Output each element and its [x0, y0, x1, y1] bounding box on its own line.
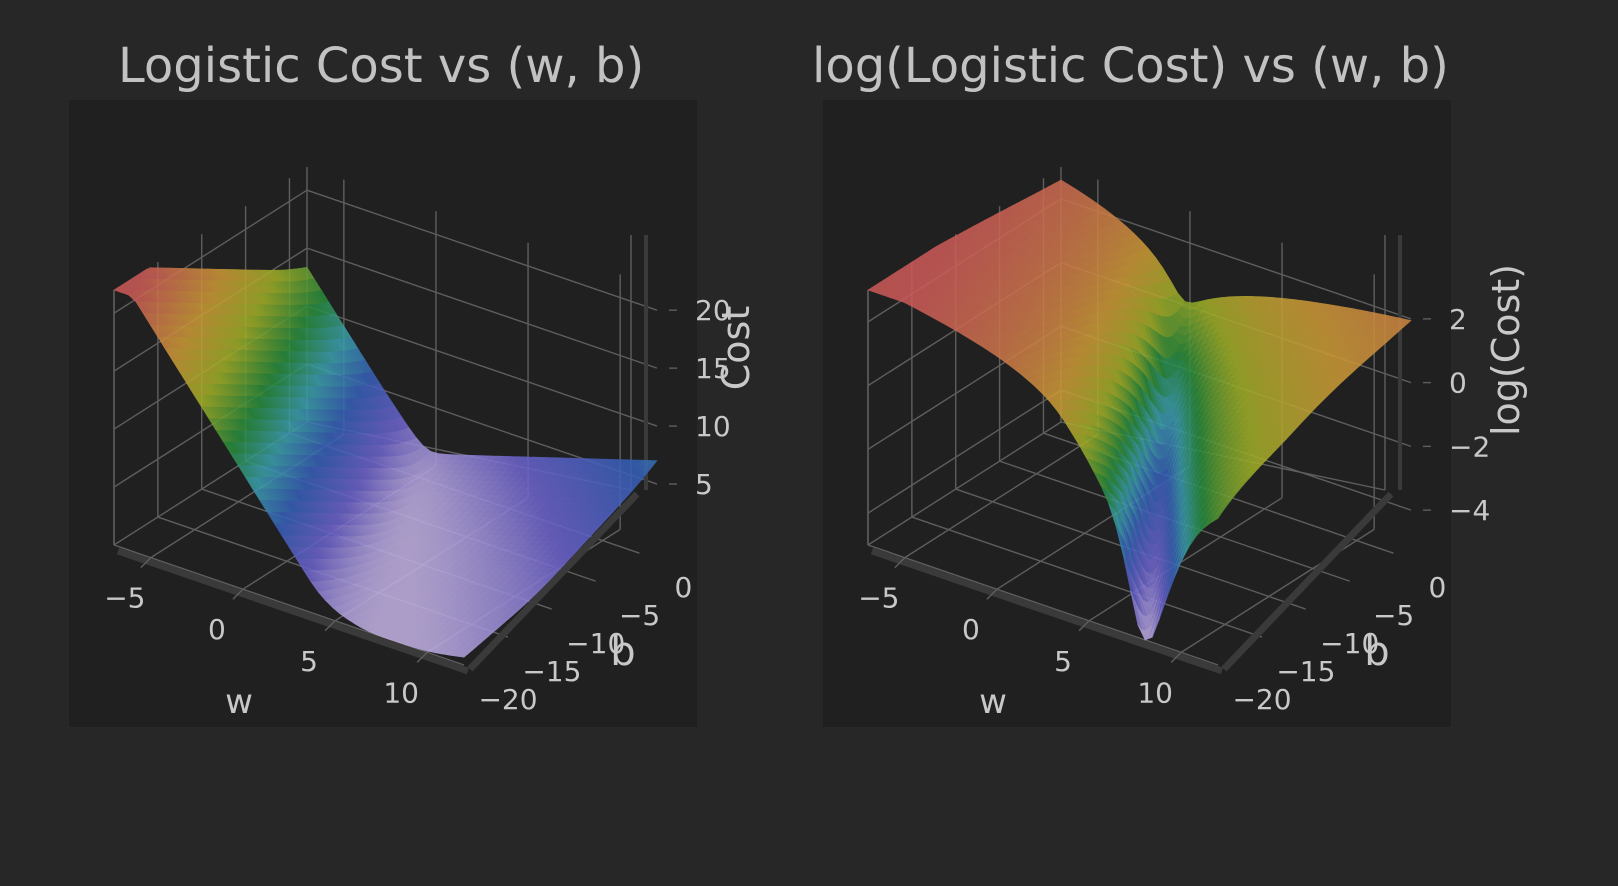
log-cost-w-axis-line	[870, 547, 1224, 675]
z-tick-label: 0	[1449, 367, 1467, 400]
log-cost-surface	[867, 179, 1412, 641]
w-tick-mark	[416, 651, 428, 663]
b-tick-label: −10	[566, 627, 625, 660]
log-cost-b-axis-title: b	[1364, 629, 1389, 675]
surface-cell	[1210, 511, 1223, 523]
w-tick-mark	[894, 557, 906, 569]
chart-title-right: log(Logistic Cost) vs (w, b)	[812, 38, 1449, 94]
b-tick-label: −20	[478, 683, 537, 716]
w-tick-mark	[986, 588, 998, 600]
z-tick-label: 20	[695, 294, 731, 327]
z-tick-label: −2	[1449, 430, 1490, 463]
surface-cell	[455, 652, 469, 658]
back-wall-grid-z	[306, 305, 658, 427]
b-tick-label: −10	[1320, 627, 1379, 660]
w-tick-label: 5	[1054, 645, 1072, 678]
cost-w-axis-line	[116, 547, 470, 675]
w-tick-label: 10	[1137, 676, 1173, 709]
floor-grid-w	[904, 434, 1099, 559]
back-wall-grid-z	[1060, 198, 1412, 320]
b-tick-label: 0	[1429, 571, 1447, 604]
w-tick-label: −5	[858, 582, 899, 615]
b-tick-label: −5	[1373, 599, 1414, 632]
box-edge	[867, 421, 1062, 546]
floor-grid-b	[911, 516, 1263, 638]
floor-grid-b	[867, 544, 1219, 666]
w-tick-label: 5	[300, 645, 318, 678]
w-tick-mark	[1078, 620, 1090, 632]
scene-cost[interactable]: −5 0 5 10 0 −5 −10 −15 −20 20 15 10 5 w b Cost	[69, 100, 758, 727]
b-tick-label: −5	[619, 599, 660, 632]
z-tick-label: −4	[1449, 494, 1490, 527]
w-tick-mark	[324, 620, 336, 632]
back-wall-grid-z	[306, 189, 658, 311]
back-wall-grid-z	[306, 247, 658, 369]
b-tick-label: −15	[522, 655, 581, 688]
cost-b-axis-line	[467, 491, 640, 672]
z-tick-label: 15	[695, 352, 731, 385]
scene-log-cost[interactable]: −5 0 5 10 0 −5 −10 −15 −20 2 0 −2 −4 w b log(Cost)	[823, 100, 1528, 727]
b-tick-label: 0	[675, 571, 693, 604]
b-tick-label: −15	[1276, 655, 1335, 688]
w-tick-label: 0	[208, 613, 226, 646]
b-tick-label: −20	[1232, 683, 1291, 716]
chart-title-left: Logistic Cost vs (w, b)	[118, 38, 645, 94]
z-tick-label: 5	[695, 468, 713, 501]
cost-surface	[113, 266, 658, 658]
log-cost-z-axis-title: log(Cost)	[1484, 264, 1528, 436]
cost-z-axis-title: Cost	[714, 306, 758, 390]
w-tick-label: 0	[962, 613, 980, 646]
log-cost-w-axis-title: w	[979, 682, 1007, 722]
w-tick-label: −5	[104, 582, 145, 615]
w-tick-mark	[232, 588, 244, 600]
w-tick-mark	[1170, 651, 1182, 663]
log-cost-b-axis-line	[1221, 491, 1394, 672]
floor-grid-w	[1088, 497, 1283, 622]
cost-b-axis-title: b	[610, 629, 635, 675]
left-wall-grid-z	[867, 389, 1062, 514]
z-tick-label: 10	[695, 410, 731, 443]
w-tick-label: 10	[383, 676, 419, 709]
z-tick-label: 2	[1449, 303, 1467, 336]
w-tick-mark	[140, 557, 152, 569]
cost-w-axis-title: w	[225, 682, 253, 722]
